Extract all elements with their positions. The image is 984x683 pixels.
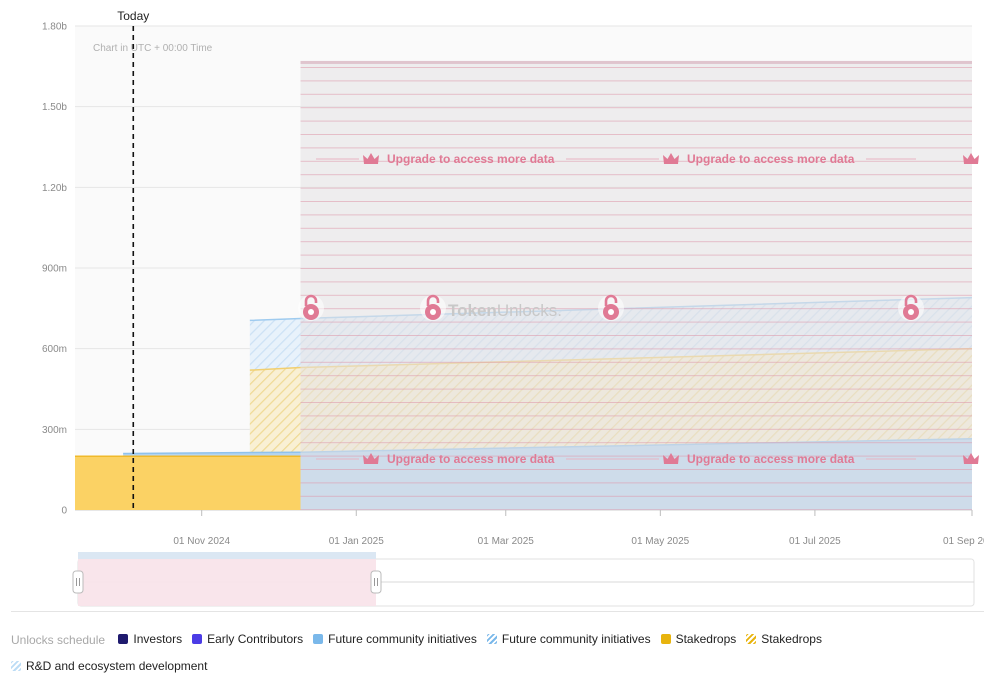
- legend-swatch: [11, 661, 21, 671]
- lock-icon-keyhole: [908, 309, 914, 315]
- legend-swatch: [486, 634, 497, 644]
- series-area: [75, 456, 301, 510]
- upgrade-label: Upgrade to access more data: [687, 452, 855, 466]
- locked-region: [300, 60, 972, 510]
- y-tick-label: 300m: [42, 425, 67, 436]
- crown-icon: [663, 453, 679, 464]
- watermark-light: Unlocks.: [497, 301, 562, 320]
- y-tick-label: 900m: [42, 264, 67, 275]
- legend-item[interactable]: Stakedrops: [660, 626, 737, 652]
- crown-icon: [363, 153, 379, 164]
- navigator-selection[interactable]: [78, 559, 376, 606]
- navigator-handle[interactable]: [370, 570, 382, 594]
- upgrade-label: Upgrade to access more data: [387, 452, 555, 466]
- y-tick-label: 1.20b: [42, 183, 67, 194]
- x-tick-label: 01 Mar 2025: [478, 536, 535, 547]
- crown-icon: [963, 153, 979, 164]
- legend-label: R&D and ecosystem development: [26, 659, 208, 673]
- legend-label: Stakedrops: [761, 632, 822, 646]
- legend-title: Unlocks schedule: [11, 633, 106, 647]
- x-tick-label: 01 Sep 20: [943, 536, 984, 547]
- legend-swatch: [746, 634, 757, 644]
- legend-item[interactable]: Early Contributors: [192, 626, 303, 652]
- crown-icon: [363, 453, 379, 464]
- legend-label: Investors: [133, 632, 183, 646]
- lock-icon: [904, 294, 918, 306]
- legend-item[interactable]: Future community initiatives: [486, 626, 651, 652]
- legend-label: Early Contributors: [207, 632, 304, 646]
- legend-swatch: [660, 634, 671, 644]
- y-tick-label: 1.80b: [42, 22, 67, 33]
- legend-item[interactable]: Investors: [118, 626, 182, 652]
- upgrade-label: Upgrade to access more data: [687, 152, 855, 166]
- lock-icon: [604, 294, 618, 306]
- legend-label: Future community initiatives: [501, 632, 651, 646]
- lock-icon-keyhole: [430, 309, 436, 315]
- lock-icon-keyhole: [608, 309, 614, 315]
- upgrade-label: Upgrade to access more data: [387, 152, 555, 166]
- unlock-chart: Upgrade to access more data Upgrade to ac…: [42, 9, 984, 607]
- watermark-bold: Token: [448, 301, 497, 320]
- lock-icon: [426, 294, 440, 306]
- legend-swatch: [313, 634, 324, 644]
- x-tick-label: 01 Jul 2025: [789, 536, 841, 547]
- y-tick-label: 600m: [42, 344, 67, 355]
- legend: Unlocks schedule Investors Early Contribu…: [11, 626, 971, 680]
- legend-item[interactable]: Future community initiatives: [313, 626, 477, 652]
- lock-icon-keyhole: [308, 309, 314, 315]
- legend-swatch: [118, 634, 129, 644]
- timezone-note: Chart in UTC + 00:00 Time: [93, 43, 213, 54]
- x-tick-label: 01 May 2025: [631, 536, 689, 547]
- watermark-text: TokenUnlocks.: [448, 301, 562, 320]
- locked-region-top: [300, 60, 972, 64]
- legend-swatch: [192, 634, 203, 644]
- today-label: Today: [117, 9, 149, 23]
- y-tick-label: 0: [61, 506, 67, 517]
- axes: 0 300m 600m 900m 1.20b 1.50b 1.80b 01 Nov 2024 0…: [42, 22, 984, 548]
- locked-data-overlay: Upgrade to access more data Upgrade to ac…: [298, 60, 979, 510]
- range-navigator[interactable]: [72, 552, 975, 607]
- annotations: Today Chart in UTC + 00:00 Time: [93, 9, 213, 510]
- divider: [11, 611, 984, 612]
- x-tick-label: 01 Jan 2025: [329, 536, 384, 547]
- legend-label: Future community initiatives: [328, 632, 477, 646]
- legend-item[interactable]: Stakedrops: [746, 626, 822, 652]
- lock-icon: [304, 294, 318, 306]
- crown-icon: [663, 153, 679, 164]
- navigator-mini-series: [78, 552, 376, 559]
- crown-icon: [963, 453, 979, 464]
- y-tick-label: 1.50b: [42, 102, 67, 113]
- legend-item[interactable]: R&D and ecosystem development: [11, 653, 207, 679]
- navigator-handle[interactable]: [72, 570, 84, 594]
- legend-label: Stakedrops: [675, 632, 737, 646]
- x-tick-label: 01 Nov 2024: [173, 536, 230, 547]
